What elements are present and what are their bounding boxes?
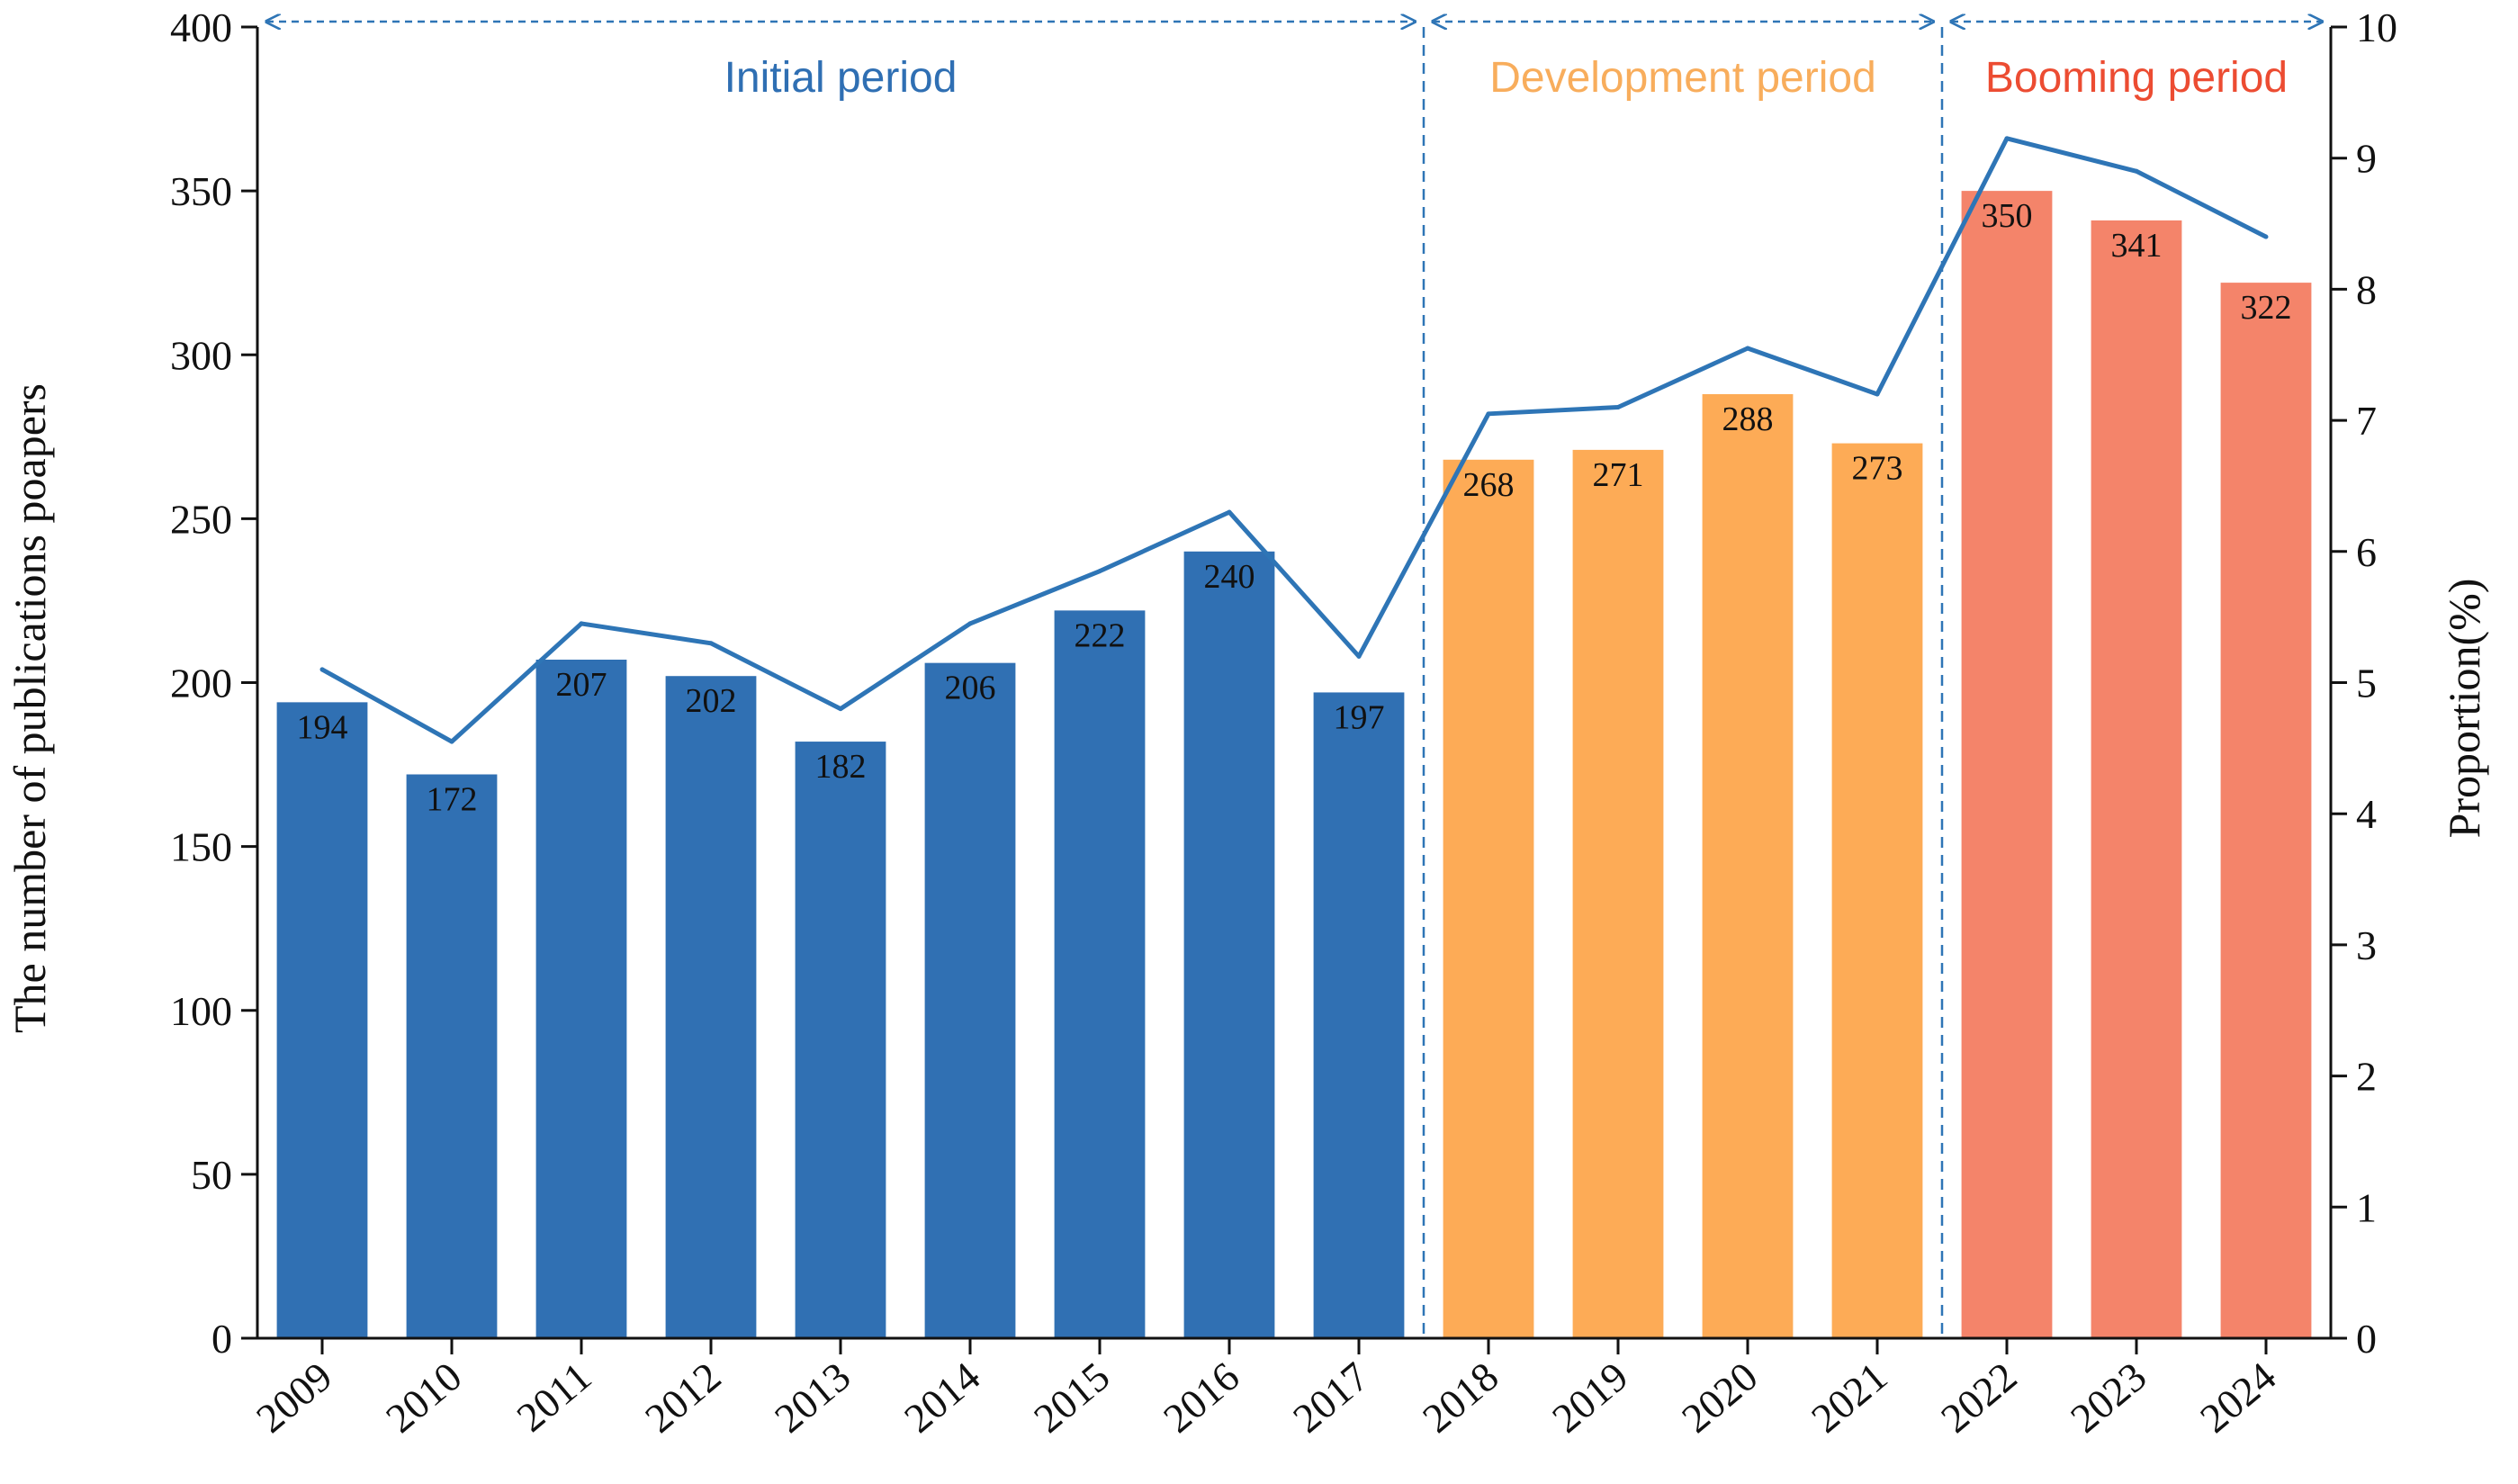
- proportion-point-2018: [1486, 411, 1491, 417]
- x-tick-label-2022: 2022: [1932, 1354, 2025, 1442]
- bar-label-2013: 182: [815, 748, 867, 786]
- bar-label-2021: 273: [1852, 450, 1903, 488]
- proportion-point-2011: [579, 621, 584, 626]
- proportion-point-2012: [708, 641, 714, 646]
- bar-2012: [665, 676, 757, 1338]
- proportion-point-2022: [2004, 136, 2010, 141]
- bar-2014: [924, 662, 1016, 1338]
- y-tick-label-400: 400: [170, 4, 232, 50]
- x-tick-label-2021: 2021: [1803, 1354, 1895, 1442]
- y2-tick-label-3: 3: [2356, 922, 2377, 968]
- bar-2017: [1313, 692, 1405, 1338]
- x-tick-label-2011: 2011: [508, 1354, 599, 1441]
- bar-label-2022: 350: [1982, 197, 2033, 235]
- bar-label-2016: 240: [1204, 558, 1255, 596]
- y-tick-label-50: 50: [191, 1152, 232, 1198]
- proportion-point-2017: [1356, 653, 1362, 659]
- proportion-point-2009: [319, 667, 325, 672]
- y2-axis-title: Proportion(%): [2439, 579, 2489, 839]
- x-tick-label-2010: 2010: [377, 1354, 470, 1442]
- y2-tick-label-9: 9: [2356, 136, 2377, 182]
- bar-label-2023: 341: [2111, 227, 2163, 265]
- proportion-point-2013: [838, 706, 843, 712]
- bar-2015: [1054, 610, 1146, 1338]
- x-tick-label-2023: 2023: [2062, 1354, 2154, 1442]
- proportion-point-2010: [449, 739, 454, 744]
- bar-2022: [1961, 191, 2053, 1338]
- bar-2009: [276, 702, 368, 1338]
- axes-group: 0 50 100 150 200 250 300 350 400 0 1 2 3 4 5 6 7 8 9 10 2009…: [170, 4, 2397, 1442]
- x-tick-label-2014: 2014: [895, 1354, 988, 1442]
- y2-tick-label-7: 7: [2356, 398, 2377, 444]
- y-tick-label-350: 350: [170, 168, 232, 214]
- bar-label-2019: 271: [1593, 456, 1644, 494]
- bar-label-2018: 268: [1463, 466, 1515, 504]
- bar-labels-group: 194 172 207 202 182 206 222 240 197 268 271 288 273 3…: [297, 197, 2292, 818]
- bar-label-2020: 288: [1722, 400, 1774, 438]
- bar-2023: [2091, 220, 2182, 1339]
- bar-2016: [1183, 551, 1275, 1338]
- y-tick-label-300: 300: [170, 332, 232, 378]
- bar-2021: [1831, 443, 1923, 1338]
- bar-label-2010: 172: [427, 780, 478, 818]
- proportion-point-2015: [1097, 569, 1102, 574]
- y2-tick-label-5: 5: [2356, 661, 2377, 706]
- proportion-point-2016: [1227, 509, 1232, 515]
- x-tick-label-2016: 2016: [1155, 1354, 1247, 1442]
- y2-tick-label-1: 1: [2356, 1184, 2377, 1230]
- bar-2010: [406, 774, 498, 1338]
- bar-label-2009: 194: [297, 708, 348, 746]
- y-axis-title: The number of publications poapers: [4, 383, 55, 1033]
- proportion-point-2021: [1875, 391, 1880, 397]
- proportion-point-2024: [2263, 234, 2269, 239]
- proportion-point-2014: [967, 621, 973, 626]
- y-tick-label-0: 0: [211, 1316, 232, 1362]
- proportion-point-2020: [1745, 346, 1750, 351]
- y2-tick-label-2: 2: [2356, 1054, 2377, 1100]
- y-tick-label-150: 150: [170, 824, 232, 870]
- periods-group: Initial period Development period Booming …: [266, 22, 2322, 1338]
- period-label-2: Development period: [1489, 54, 1876, 102]
- bar-label-2012: 202: [686, 682, 737, 720]
- bar-2011: [535, 660, 627, 1338]
- x-tick-label-2020: 2020: [1673, 1354, 1766, 1442]
- period-label-1: Initial period: [724, 54, 958, 102]
- y-tick-label-100: 100: [170, 988, 232, 1034]
- y2-tick-label-8: 8: [2356, 266, 2377, 312]
- bar-2020: [1702, 393, 1794, 1339]
- x-tick-label-2024: 2024: [2191, 1354, 2284, 1442]
- x-tick-label-2019: 2019: [1543, 1354, 1636, 1442]
- bar-2019: [1572, 449, 1664, 1338]
- y-tick-label-250: 250: [170, 496, 232, 542]
- x-tick-label-2017: 2017: [1284, 1354, 1377, 1442]
- bar-label-2011: 207: [556, 666, 607, 704]
- period-label-3: Booming period: [1985, 54, 2288, 102]
- bars-group: [276, 191, 2312, 1339]
- y2-tick-label-0: 0: [2356, 1316, 2377, 1362]
- y-tick-label-200: 200: [170, 661, 232, 706]
- x-tick-label-2015: 2015: [1025, 1354, 1118, 1442]
- y2-tick-label-4: 4: [2356, 791, 2377, 837]
- bar-2018: [1443, 459, 1534, 1338]
- y2-tick-label-10: 10: [2356, 4, 2397, 50]
- bar-label-2017: 197: [1334, 698, 1385, 736]
- x-tick-label-2012: 2012: [636, 1354, 729, 1442]
- proportion-point-2019: [1615, 405, 1621, 410]
- x-tick-label-2018: 2018: [1414, 1354, 1506, 1442]
- bar-2013: [795, 742, 886, 1338]
- bar-label-2024: 322: [2241, 289, 2292, 327]
- bar-label-2015: 222: [1075, 616, 1126, 654]
- bar-label-2014: 206: [945, 670, 996, 707]
- proportion-point-2023: [2134, 168, 2139, 174]
- y2-tick-label-6: 6: [2356, 529, 2377, 575]
- bar-2024: [2220, 283, 2312, 1338]
- x-tick-label-2013: 2013: [766, 1354, 859, 1442]
- x-tick-label-2009: 2009: [247, 1354, 340, 1442]
